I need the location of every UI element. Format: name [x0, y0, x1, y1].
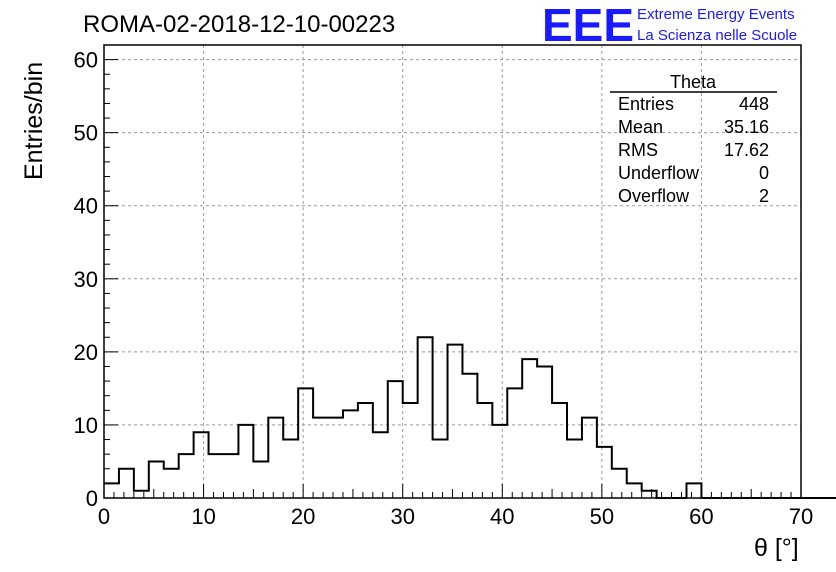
histogram-bin: [134, 491, 149, 498]
histogram-bin: [567, 440, 582, 498]
stats-value: 17.62: [724, 140, 769, 160]
histogram-bin: [209, 454, 224, 498]
y-axis-title: Entries/bin: [20, 62, 48, 180]
histogram-bin: [686, 483, 701, 498]
stats-value: 2: [759, 186, 769, 206]
histogram-bin: [537, 366, 552, 498]
histogram-bin: [149, 461, 164, 498]
stats-label: RMS: [618, 140, 658, 160]
stats-rows: Entries 448 Mean 35.16 RMS 17.62 Underflow 0 Ove…: [618, 94, 769, 206]
plot-frame: [103, 44, 802, 499]
histogram-bin: [358, 403, 373, 498]
stats-title: Theta: [670, 72, 717, 92]
stats-label: Mean: [618, 117, 663, 137]
axis-ticks: [103, 44, 802, 499]
histogram-bin: [612, 469, 627, 498]
y-tick-label: 60: [74, 48, 98, 73]
logo-line-2: La Scienza nelle Scuole: [637, 27, 797, 44]
histogram-bin: [462, 374, 477, 498]
y-tick-label: 50: [74, 121, 98, 146]
histogram-bin: [627, 483, 642, 498]
histogram-bin: [492, 425, 507, 498]
x-tick-label: 0: [98, 504, 110, 529]
logo-mark: EEE: [542, 0, 634, 51]
histogram-bin: [253, 461, 268, 498]
histogram-bin: [179, 454, 194, 498]
x-tick-label: 50: [590, 504, 614, 529]
chart-title: ROMA-02-2018-12-10-00223: [83, 11, 395, 38]
x-tick-label: 10: [191, 504, 215, 529]
histogram-bin: [433, 440, 448, 498]
histogram-bin: [507, 388, 522, 498]
histogram-bin: [328, 418, 343, 498]
histogram-bin: [477, 403, 492, 498]
x-tick-label: 20: [291, 504, 315, 529]
stats-label: Overflow: [618, 186, 690, 206]
y-tick-label: 0: [86, 486, 98, 511]
histogram-bin: [119, 469, 134, 498]
histogram-bin: [223, 454, 238, 498]
histogram-bin: [642, 491, 657, 498]
y-tick-label: 10: [74, 413, 98, 438]
x-tick-label: 30: [390, 504, 414, 529]
histogram-bin: [164, 469, 179, 498]
histogram-bin: [268, 418, 283, 498]
x-tick-label: 60: [689, 504, 713, 529]
x-axis-title: θ [°]: [754, 534, 799, 562]
logo-line-1: Extreme Energy Events: [637, 6, 795, 23]
histogram-bin: [522, 359, 537, 498]
histogram-bin: [418, 337, 433, 498]
histogram-bin: [313, 418, 328, 498]
y-tick-label: 30: [74, 267, 98, 292]
x-tick-label: 40: [490, 504, 514, 529]
stats-value: 35.16: [724, 117, 769, 137]
logo: EEE Extreme Energy Events La Scienza nel…: [542, 0, 797, 51]
y-tick-label: 40: [74, 194, 98, 219]
histogram-bin: [283, 440, 298, 498]
histogram-bin: [373, 432, 388, 498]
stats-value: 0: [759, 163, 769, 183]
stats-box: Theta Entries 448 Mean 35.16 RMS 17.62 Underfl…: [610, 72, 777, 206]
histogram-bin: [448, 345, 463, 498]
stats-label: Underflow: [618, 163, 700, 183]
histogram-bin: [104, 483, 119, 498]
histogram-bin: [597, 447, 612, 498]
histogram-bin: [343, 410, 358, 498]
histogram-bin: [403, 403, 418, 498]
histogram-bin: [194, 432, 209, 498]
histogram-bin: [238, 425, 253, 498]
histogram-bin: [388, 381, 403, 498]
stats-label: Entries: [618, 94, 674, 114]
histogram-bin: [298, 388, 313, 498]
x-tick-label: 70: [789, 504, 813, 529]
histogram-outline: [104, 336, 836, 499]
histogram-bin: [582, 418, 597, 498]
histogram-bin: [552, 403, 567, 498]
grid: [104, 45, 801, 498]
y-tick-label: 20: [74, 340, 98, 365]
stats-value: 448: [739, 94, 769, 114]
